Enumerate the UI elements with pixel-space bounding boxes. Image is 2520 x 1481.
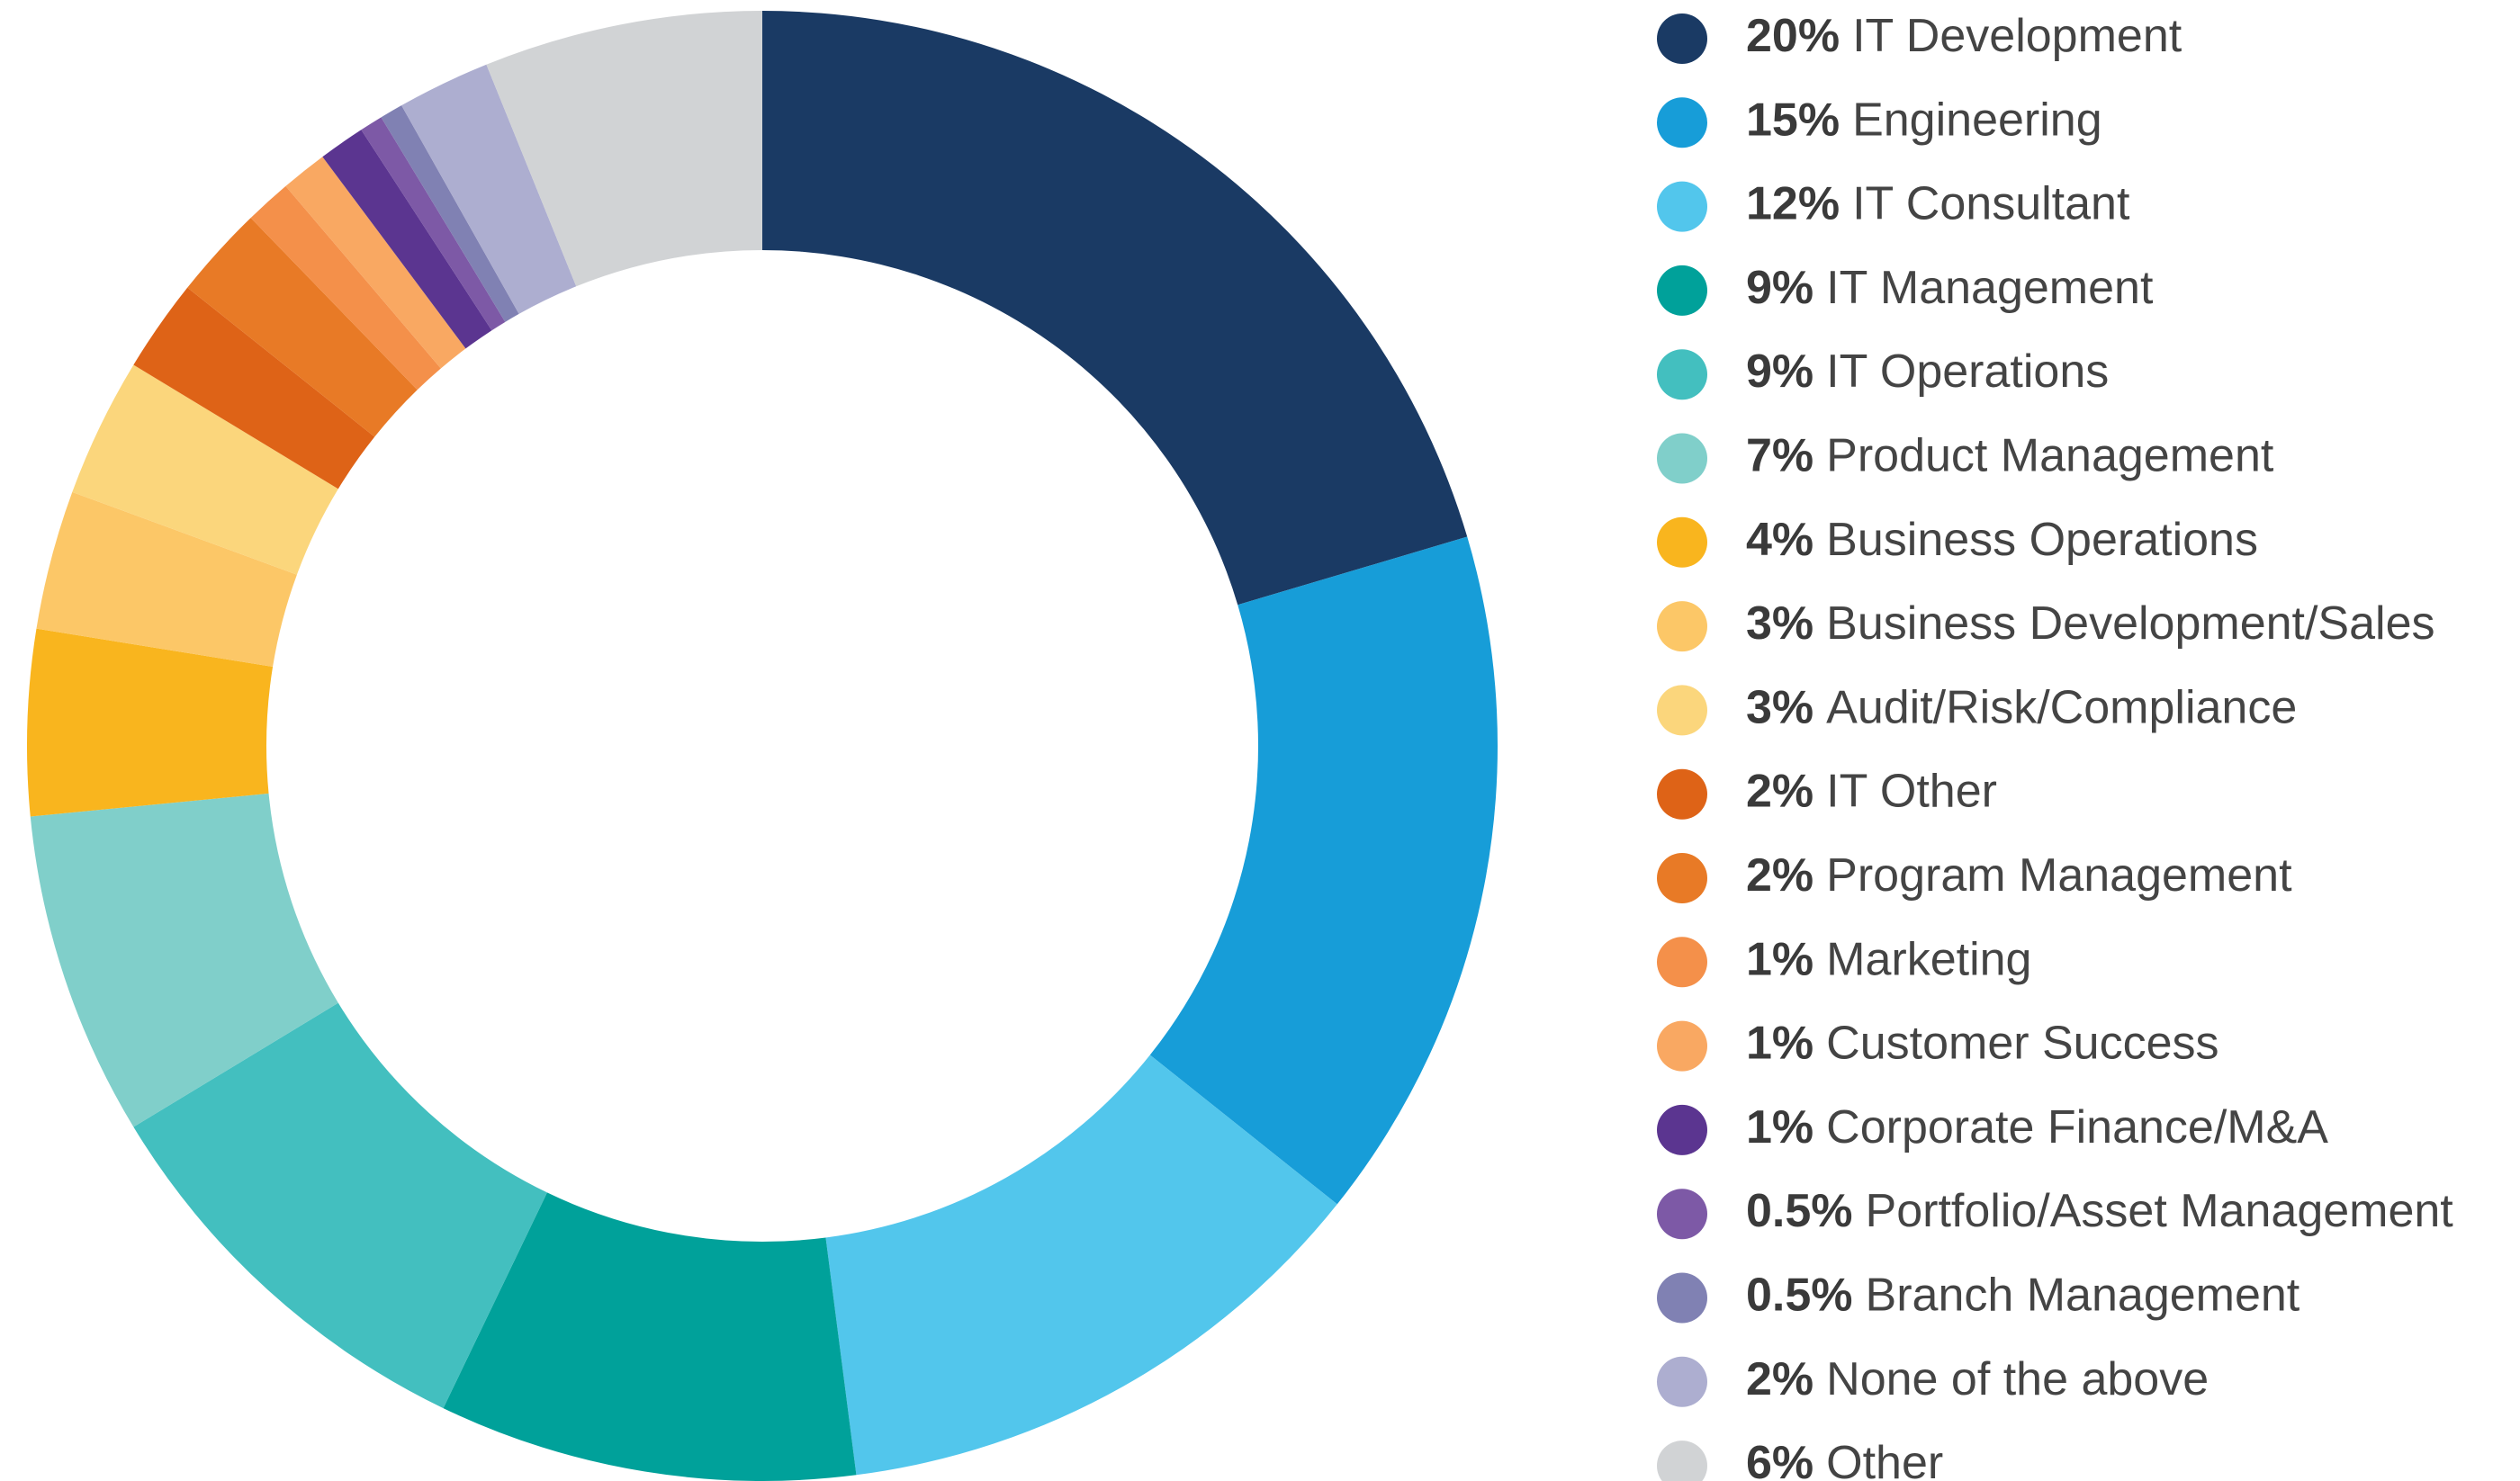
legend-value: 6% xyxy=(1746,1437,1814,1481)
legend-swatch xyxy=(1657,1272,1707,1324)
legend-label: IT Consultant xyxy=(1852,177,2130,229)
legend-value: 0.5% xyxy=(1746,1269,1853,1321)
legend-value: 3% xyxy=(1746,681,1814,733)
legend-swatch xyxy=(1657,853,1707,903)
legend-entry: 3% Audit/Risk/Compliance xyxy=(1746,681,2297,733)
slice xyxy=(1149,536,1498,1205)
legend-label: Business Operations xyxy=(1826,514,2258,566)
legend-entry: 3% Business Development/Sales xyxy=(1746,597,2435,650)
legend-value: 3% xyxy=(1746,597,1814,650)
slice xyxy=(133,287,375,489)
slice xyxy=(443,1192,857,1481)
legend-label: Marketing xyxy=(1826,933,2031,985)
legend-label: Business Development/Sales xyxy=(1826,597,2434,650)
legend-entry: 2% Program Management xyxy=(1746,849,2292,902)
legend-swatch xyxy=(1657,1020,1707,1072)
legend-swatch xyxy=(1657,1104,1707,1155)
legend-swatch xyxy=(1657,13,1707,64)
legend-label: Branch Management xyxy=(1866,1269,2300,1321)
legend-swatch xyxy=(1657,97,1707,148)
legend-label: Engineering xyxy=(1852,94,2102,146)
legend-swatch xyxy=(1657,685,1707,736)
slice xyxy=(30,793,338,1127)
legend-swatch xyxy=(1657,937,1707,988)
legend-value: 2% xyxy=(1746,765,1814,817)
legend-swatch xyxy=(1657,516,1707,568)
legend-entry: 0.5% Portfolio/Asset Management xyxy=(1746,1185,2453,1237)
legend-swatch xyxy=(1657,1189,1707,1240)
legend-label: Other xyxy=(1826,1437,1943,1481)
legend-entry: 7% Product Management xyxy=(1746,429,2274,481)
legend-swatch xyxy=(1657,1441,1707,1481)
legend-entry: 20% IT Development xyxy=(1746,10,2182,62)
legend-value: 9% xyxy=(1746,262,1814,314)
slice xyxy=(361,117,506,331)
legend-value: 1% xyxy=(1746,933,1814,985)
slice xyxy=(250,185,441,390)
legend-label: Customer Success xyxy=(1826,1017,2218,1069)
slice xyxy=(26,628,274,817)
slice xyxy=(762,11,1468,606)
legend-swatch xyxy=(1657,349,1707,400)
legend-label: Corporate Finance/M&A xyxy=(1826,1101,2328,1153)
legend-swatch xyxy=(1657,768,1707,820)
legend-label: Product Management xyxy=(1826,429,2274,481)
legend-label: Program Management xyxy=(1826,849,2292,902)
legend-entry: 2% None of the above xyxy=(1746,1353,2209,1405)
slice xyxy=(285,157,466,369)
legend-swatch xyxy=(1657,1356,1707,1407)
legend-value: 15% xyxy=(1746,94,1840,146)
legend-value: 1% xyxy=(1746,1017,1814,1069)
legend-swatch xyxy=(1657,265,1707,316)
legend-swatch xyxy=(1657,601,1707,652)
slice xyxy=(72,364,338,575)
legend-label: None of the above xyxy=(1826,1353,2209,1405)
slice xyxy=(133,1002,547,1409)
legend-value: 20% xyxy=(1746,10,1840,62)
legend-entry: 12% IT Consultant xyxy=(1746,177,2130,229)
legend-value: 7% xyxy=(1746,429,1814,481)
legend-entry: 6% Other xyxy=(1746,1437,1943,1481)
legend-entry: 9% IT Operations xyxy=(1746,346,2109,398)
legend-value: 9% xyxy=(1746,346,1814,398)
slice xyxy=(486,11,762,287)
legend-value: 12% xyxy=(1746,177,1840,229)
legend-value: 4% xyxy=(1746,514,1814,566)
legend-value: 2% xyxy=(1746,849,1814,902)
legend-label: Audit/Risk/Compliance xyxy=(1826,681,2297,733)
legend-value: 2% xyxy=(1746,1353,1814,1405)
legend-entry: 2% IT Other xyxy=(1746,765,1997,817)
legend-label: Portfolio/Asset Management xyxy=(1866,1185,2454,1237)
legend-entry: 1% Marketing xyxy=(1746,933,2031,985)
slice xyxy=(187,218,418,437)
legend-entry: 1% Corporate Finance/M&A xyxy=(1746,1101,2328,1153)
legend-label: IT Management xyxy=(1826,262,2154,314)
legend-label: IT Operations xyxy=(1826,346,2109,398)
legend-swatch xyxy=(1657,181,1707,232)
legend-entry: 4% Business Operations xyxy=(1746,514,2258,566)
slice xyxy=(322,130,492,349)
legend-entry: 15% Engineering xyxy=(1746,94,2102,146)
slice xyxy=(401,64,577,314)
legend-swatch xyxy=(1657,433,1707,484)
legend-label: IT Other xyxy=(1826,765,1997,817)
legend-value: 1% xyxy=(1746,1101,1814,1153)
legend-entry: 1% Customer Success xyxy=(1746,1017,2219,1069)
legend-entry: 9% IT Management xyxy=(1746,262,2154,314)
legend-value: 0.5% xyxy=(1746,1185,1853,1237)
legend-label: IT Development xyxy=(1852,10,2182,62)
slice xyxy=(825,1055,1337,1476)
slice xyxy=(36,491,297,668)
legend-entry: 0.5% Branch Management xyxy=(1746,1269,2300,1321)
slice xyxy=(381,105,519,322)
